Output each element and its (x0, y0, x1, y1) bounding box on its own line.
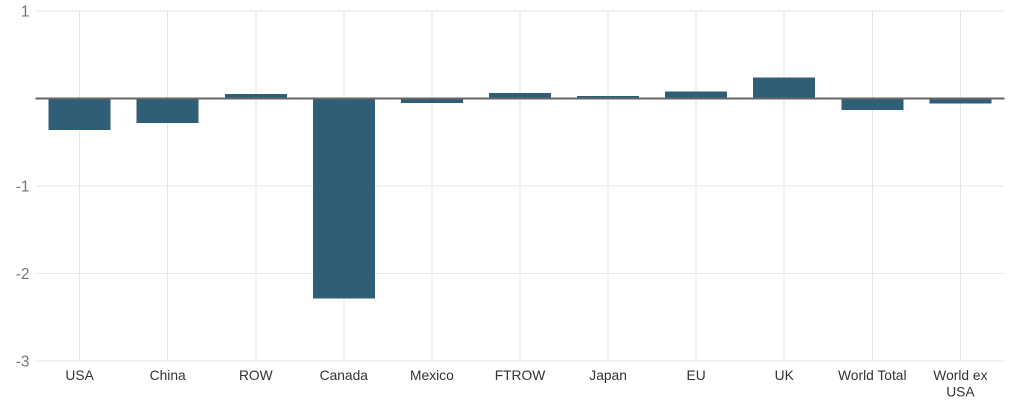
svg-text:Japan: Japan (589, 368, 627, 383)
svg-text:USA: USA (65, 368, 94, 383)
svg-text:World Total: World Total (838, 368, 907, 383)
svg-text:EU: EU (687, 368, 706, 383)
svg-text:-2: -2 (16, 266, 30, 283)
svg-text:USA: USA (946, 385, 975, 400)
svg-text:China: China (150, 368, 186, 383)
svg-text:-3: -3 (16, 354, 30, 371)
svg-text:UK: UK (775, 368, 795, 383)
svg-text:Mexico: Mexico (410, 368, 454, 383)
svg-text:1: 1 (21, 4, 30, 21)
svg-text:FTROW: FTROW (495, 368, 546, 383)
svg-text:ROW: ROW (239, 368, 273, 383)
svg-text:-1: -1 (16, 179, 30, 196)
svg-text:Canada: Canada (320, 368, 369, 383)
svg-text:World ex: World ex (933, 368, 987, 383)
